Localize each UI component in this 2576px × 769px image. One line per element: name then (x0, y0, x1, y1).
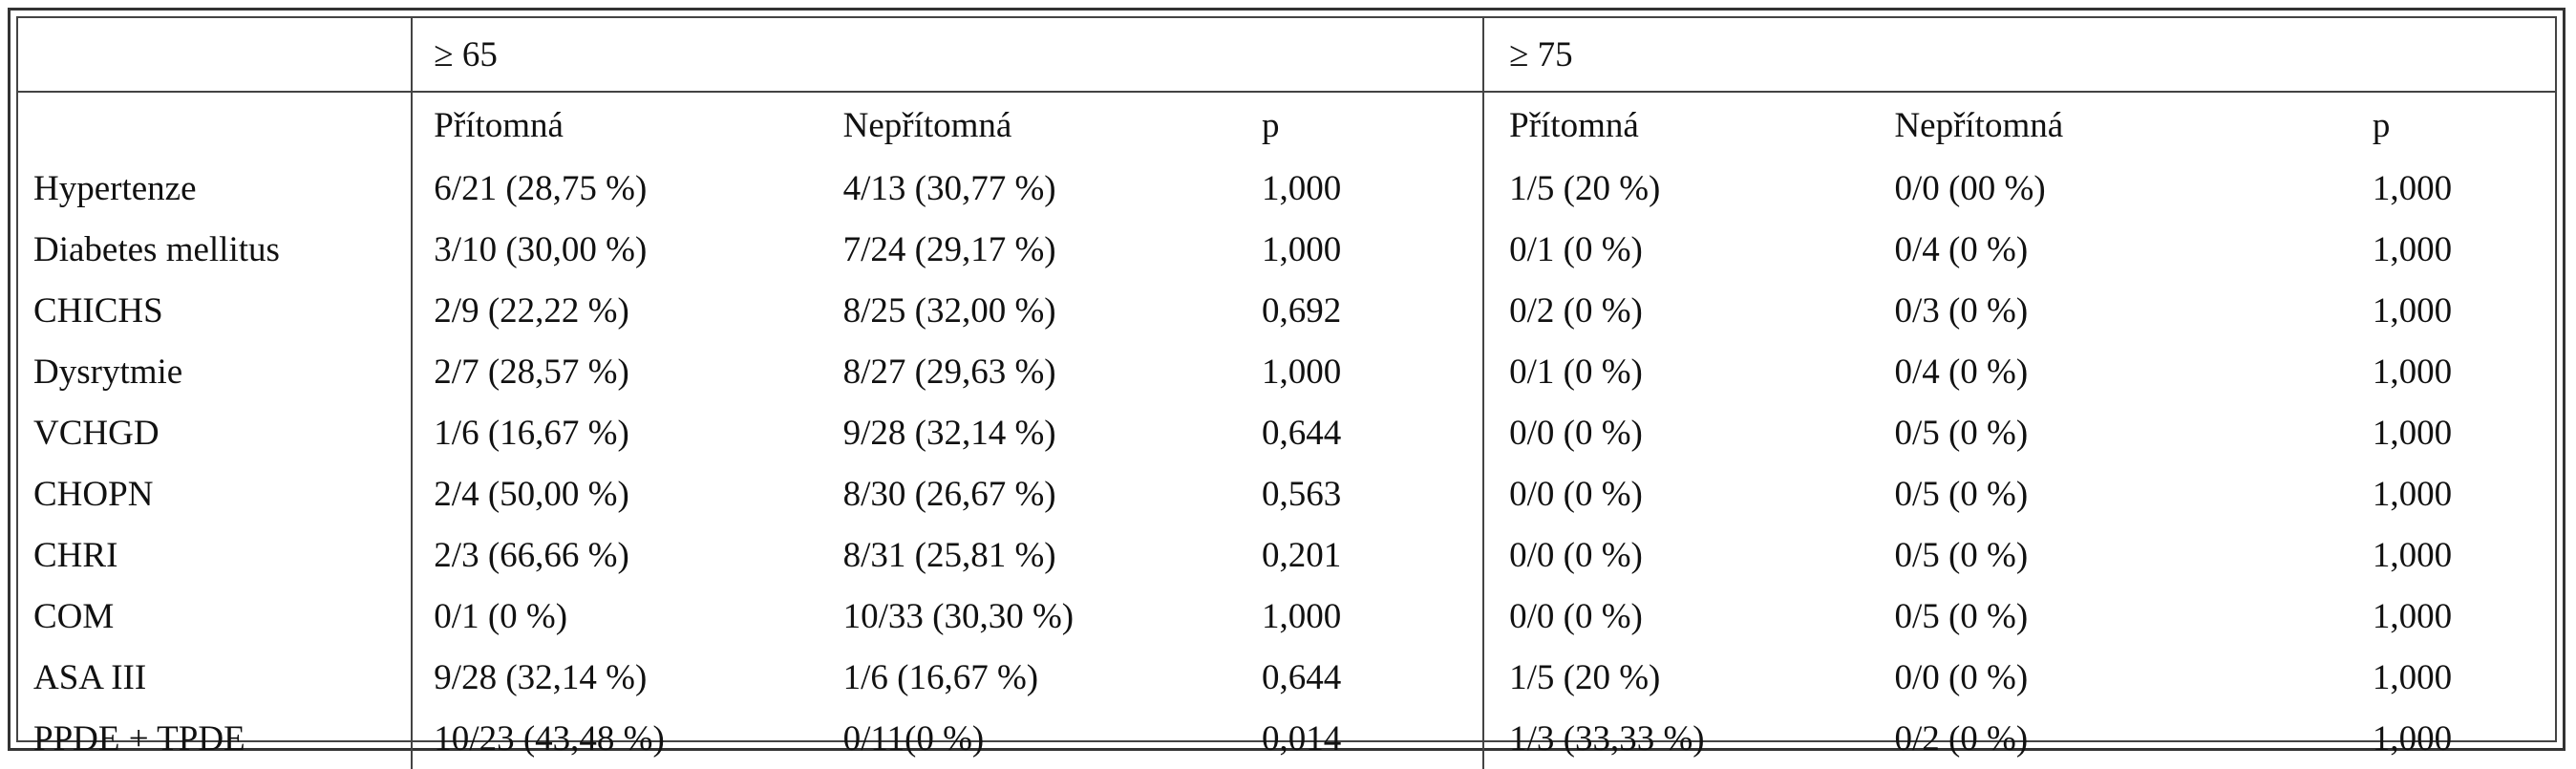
table-inner-frame: ≥ 65 ≥ 75 Přítomná Nepřítomná p Přítomná… (16, 16, 2557, 769)
cell-p-75: 1,000 (2372, 168, 2453, 208)
cell-absent-65: 7/24 (29,17 %) (842, 229, 1056, 269)
cell-absent-65: 8/30 (26,67 %) (842, 474, 1056, 514)
cell-present-75: 0/0 (0 %) (1509, 474, 1643, 514)
comorbidity-table: ≥ 65 ≥ 75 Přítomná Nepřítomná p Přítomná… (18, 18, 2555, 769)
subheader-absent-75: Nepřítomná (1894, 105, 2064, 145)
cell-present-75: 1/3 (33,33 %) (1509, 718, 1705, 758)
table-row: COM 0/1 (0 %) 10/33 (30,30 %) 1,000 0/0 (0 %… (18, 586, 2555, 647)
cell-p-75: 1,000 (2372, 413, 2453, 453)
table-row: CHRI 2/3 (66,66 %) 8/31 (25,81 %) 0,201 0/0 … (18, 524, 2555, 586)
cell-p-75: 1,000 (2372, 474, 2453, 514)
cell-p-65: 1,000 (1257, 341, 1485, 402)
cell-p-65: 0,201 (1257, 524, 1485, 586)
group-header-75: ≥ 75 (1483, 18, 2555, 93)
cell-absent-65: 8/31 (25,81 %) (842, 535, 1056, 575)
row-label: Dysrytmie (18, 341, 414, 402)
cell-present-75: 0/2 (0 %) (1509, 290, 1643, 331)
cell-absent-65: 10/33 (30,30 %) (842, 596, 1075, 636)
subheader-row: Přítomná Nepřítomná p Přítomná Nepřítomn… (18, 92, 2555, 158)
subheader-present-65: Přítomná (434, 105, 564, 145)
cell-present-75: 0/0 (0 %) (1509, 413, 1643, 453)
cell-present-65: 2/3 (66,66 %) (434, 535, 629, 575)
corner-cell (18, 18, 414, 93)
cell-present-75: 0/1 (0 %) (1509, 229, 1643, 269)
row-label: CHICHS (18, 280, 414, 341)
cell-present-65: 10/23 (43,48 %) (434, 718, 665, 758)
cell-absent-65: 1/6 (16,67 %) (842, 657, 1039, 697)
table-row: Diabetes mellitus 3/10 (30,00 %) 7/24 (29,… (18, 219, 2555, 280)
cell-absent-65: 8/25 (32,00 %) (842, 290, 1056, 331)
cell-absent-75: 0/5 (0 %) (1894, 535, 2029, 575)
cell-absent-75: 0/0 (0 %) (1894, 657, 2029, 697)
cell-present-65: 0/1 (0 %) (434, 596, 568, 636)
cell-absent-75: 0/4 (0 %) (1894, 352, 2029, 392)
cell-p-65: 0,563 (1257, 463, 1485, 524)
cell-present-65: 3/10 (30,00 %) (434, 229, 648, 269)
cell-absent-65: 4/13 (30,77 %) (842, 168, 1056, 208)
cell-absent-75: 0/2 (0 %) (1894, 718, 2029, 758)
cell-p-75: 1,000 (2372, 352, 2453, 392)
cell-absent-75: 0/4 (0 %) (1894, 229, 2029, 269)
table-row: Dysrytmie 2/7 (28,57 %) 8/27 (29,63 %) 1,00… (18, 341, 2555, 402)
table-row: VCHGD 1/6 (16,67 %) 9/28 (32,14 %) 0,644 0/0… (18, 402, 2555, 463)
table-row: Hypertenze 6/21 (28,75 %) 4/13 (30,77 %) 1,… (18, 158, 2555, 219)
row-label: VCHGD (18, 402, 414, 463)
subheader-p-65: p (1257, 92, 1485, 158)
cell-p-65: 0,014 (1257, 708, 1485, 769)
row-label: COM (18, 586, 414, 647)
cell-p-75: 1,000 (2372, 290, 2453, 331)
cell-present-65: 9/28 (32,14 %) (434, 657, 648, 697)
table-row: PPDE + TPDE 10/23 (43,48 %) 0/11(0 %) 0,014… (18, 708, 2555, 769)
cell-p-65: 0,644 (1257, 647, 1485, 708)
cell-p-65: 1,000 (1257, 219, 1485, 280)
table-row: CHOPN 2/4 (50,00 %) 8/30 (26,67 %) 0,563 0/0… (18, 463, 2555, 524)
cell-p-75: 1,000 (2372, 657, 2453, 697)
cell-absent-75: 0/5 (0 %) (1894, 474, 2029, 514)
subheader-empty (18, 92, 414, 158)
row-label: CHRI (18, 524, 414, 586)
cell-present-75: 1/5 (20 %) (1509, 168, 1661, 208)
cell-present-65: 2/7 (28,57 %) (434, 352, 629, 392)
cell-present-75: 0/1 (0 %) (1509, 352, 1643, 392)
cell-present-75: 0/0 (0 %) (1509, 535, 1643, 575)
cell-p-75: 1,000 (2372, 535, 2453, 575)
row-label: Hypertenze (18, 158, 414, 219)
cell-absent-65: 0/11(0 %) (842, 718, 985, 758)
row-label: ASA III (18, 647, 414, 708)
group-header-row: ≥ 65 ≥ 75 (18, 18, 2555, 93)
cell-p-65: 1,000 (1257, 586, 1485, 647)
group-header-65: ≥ 65 (412, 18, 1485, 93)
cell-present-65: 1/6 (16,67 %) (434, 413, 629, 453)
row-label: CHOPN (18, 463, 414, 524)
table-frame: ≥ 65 ≥ 75 Přítomná Nepřítomná p Přítomná… (8, 8, 2565, 769)
cell-p-65: 1,000 (1257, 158, 1485, 219)
table-row: ASA III 9/28 (32,14 %) 1/6 (16,67 %) 0,644 1… (18, 647, 2555, 708)
cell-absent-75: 0/5 (0 %) (1894, 413, 2029, 453)
cell-present-65: 2/9 (22,22 %) (434, 290, 629, 331)
cell-present-65: 6/21 (28,75 %) (434, 168, 648, 208)
cell-absent-75: 0/3 (0 %) (1894, 290, 2029, 331)
cell-absent-65: 9/28 (32,14 %) (842, 413, 1056, 453)
cell-p-75: 1,000 (2372, 718, 2453, 758)
cell-p-65: 0,692 (1257, 280, 1485, 341)
subheader-p-75: p (2372, 105, 2391, 145)
subheader-present-75: Přítomná (1509, 105, 1639, 145)
cell-absent-65: 8/27 (29,63 %) (842, 352, 1056, 392)
cell-present-75: 1/5 (20 %) (1509, 657, 1661, 697)
subheader-absent-65: Nepřítomná (842, 105, 1012, 145)
cell-p-75: 1,000 (2372, 596, 2453, 636)
cell-absent-75: 0/0 (00 %) (1894, 168, 2046, 208)
table-row: CHICHS 2/9 (22,22 %) 8/25 (32,00 %) 0,692 0/… (18, 280, 2555, 341)
cell-present-75: 0/0 (0 %) (1509, 596, 1643, 636)
row-label: Diabetes mellitus (18, 219, 414, 280)
cell-p-75: 1,000 (2372, 229, 2453, 269)
cell-present-65: 2/4 (50,00 %) (434, 474, 629, 514)
cell-absent-75: 0/5 (0 %) (1894, 596, 2029, 636)
cell-p-65: 0,644 (1257, 402, 1485, 463)
row-label: PPDE + TPDE (18, 708, 414, 769)
